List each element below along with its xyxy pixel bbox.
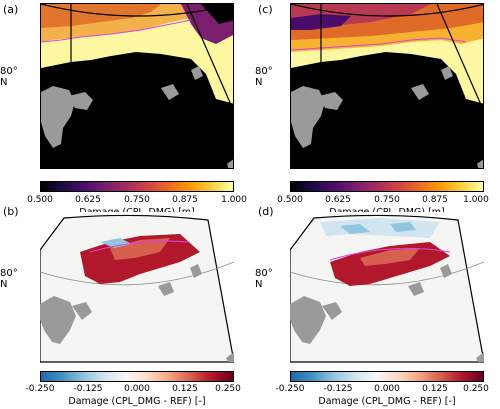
diff-field-b [40,214,234,363]
tick-c-4: 1.000 [463,195,489,205]
map-a [40,3,234,169]
colorbar-label-b: Damage (CPL_DMG - REF) [-] [68,396,206,407]
tick-d-1: -0.125 [323,384,353,394]
tick-b-0: -0.250 [25,384,55,394]
damage-field-a [41,4,233,168]
map-d [290,212,484,368]
colorbar-d [290,371,484,382]
panel-label-c: (c) [258,3,273,16]
tick-d-4: 0.250 [463,384,489,394]
diff-field-d [290,214,484,363]
tick-d-3: 0.125 [422,384,448,394]
lat-label-a: 80° N [0,66,18,88]
colorbar-b [40,371,234,382]
colorbar-c [290,181,484,192]
tick-a-2: 0.750 [124,195,150,205]
lat-label-c: 80° N [255,66,273,88]
map-b [40,212,234,368]
tick-d-2: 0.000 [374,384,400,394]
tick-a-0: 0.500 [27,195,53,205]
tick-b-1: -0.125 [73,384,103,394]
colorbar-label-d: Damage (CPL_DMG - REF) [-] [318,396,456,407]
tick-a-4: 1.000 [221,195,247,205]
lat-label-b: 80° N [0,268,18,290]
lat-label-d: 80° N [255,268,273,290]
damage-field-c [291,4,483,168]
tick-d-0: -0.250 [275,384,305,394]
map-c [290,3,484,169]
tick-a-3: 0.875 [172,195,198,205]
tick-b-2: 0.000 [124,384,150,394]
colorbar-a [40,181,234,192]
land-svalbard-a [41,86,75,148]
tick-a-1: 0.625 [75,195,101,205]
panel-label-d: (d) [258,205,274,218]
tick-c-3: 0.875 [422,195,448,205]
panel-label-a: (a) [3,3,19,16]
tick-c-2: 0.750 [374,195,400,205]
tick-b-3: 0.125 [172,384,198,394]
tick-c-0: 0.500 [277,195,303,205]
panel-label-b: (b) [3,205,19,218]
tick-b-4: 0.250 [215,384,241,394]
tick-c-1: 0.625 [325,195,351,205]
